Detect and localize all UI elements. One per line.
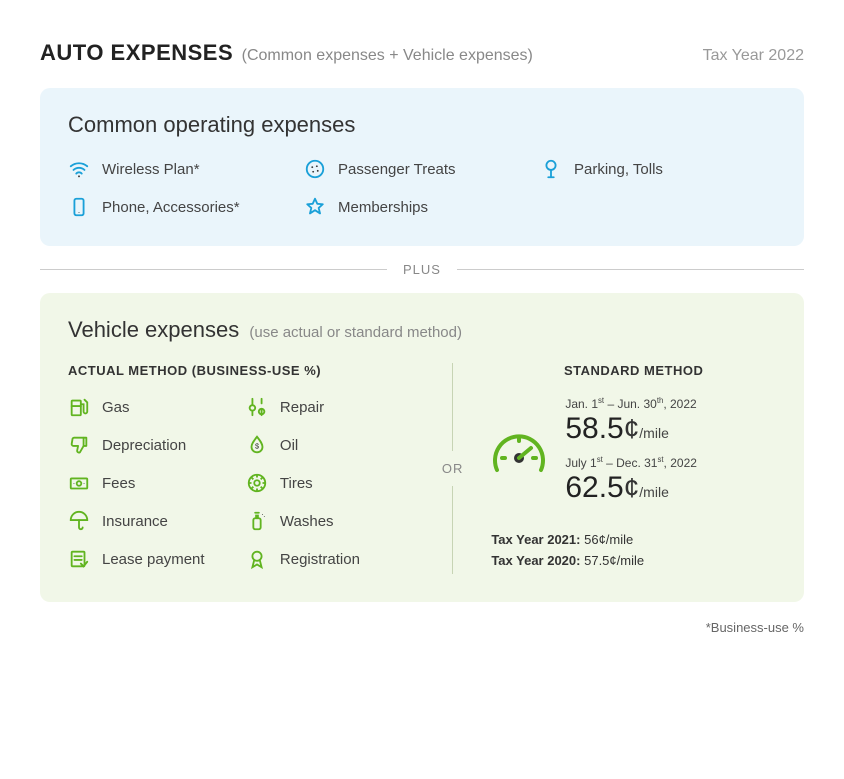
rate-unit: /mile	[639, 484, 669, 500]
standard-method-column: STANDARD METHOD Jan. 1st – Jun. 30th, 20…	[481, 363, 776, 574]
money-bill-icon	[68, 472, 90, 494]
rate-block: July 1st – Dec. 31st, 202262.5¢/mile	[565, 455, 697, 504]
tire-icon	[246, 472, 268, 494]
rate-block: Jan. 1st – Jun. 30th, 202258.5¢/mile	[565, 396, 697, 445]
actual-item: Tires	[246, 472, 424, 494]
actual-item-label: Fees	[102, 475, 135, 492]
common-item: Passenger Treats	[304, 158, 540, 180]
plus-divider: PLUS	[40, 262, 804, 277]
common-item: Memberships	[304, 196, 540, 218]
actual-item: Registration	[246, 548, 424, 570]
common-item-label: Parking, Tolls	[574, 161, 663, 178]
common-item-label: Phone, Accessories*	[102, 199, 240, 216]
page-title-group: AUTO EXPENSES (Common expenses + Vehicle…	[40, 40, 533, 66]
parking-meter-icon	[540, 158, 562, 180]
actual-item: Fees	[68, 472, 246, 494]
standard-method-header: STANDARD METHOD	[491, 363, 776, 378]
tax-year: Tax Year 2022	[703, 47, 804, 65]
gas-icon	[68, 396, 90, 418]
rates-group: Jan. 1st – Jun. 30th, 202258.5¢/mileJuly…	[565, 396, 697, 514]
actual-item-label: Repair	[280, 399, 324, 416]
rate-period: Jan. 1st – Jun. 30th, 2022	[565, 396, 697, 411]
rate-value: 62.5	[565, 471, 623, 504]
droplet-icon	[246, 434, 268, 456]
common-item: Phone, Accessories*	[68, 196, 304, 218]
rate-period: July 1st – Dec. 31st, 2022	[565, 455, 697, 470]
common-panel-title: Common operating expenses	[68, 112, 776, 138]
common-item-label: Memberships	[338, 199, 428, 216]
actual-item-label: Registration	[280, 551, 360, 568]
historical-value: 56¢/mile	[584, 532, 633, 547]
rate-line: 58.5¢/mile	[565, 413, 697, 445]
historical-label: Tax Year 2021:	[491, 532, 580, 547]
umbrella-icon	[68, 510, 90, 532]
header: AUTO EXPENSES (Common expenses + Vehicle…	[40, 40, 804, 66]
wifi-icon	[68, 158, 90, 180]
rate-value: 58.5	[565, 412, 623, 445]
lease-icon	[68, 548, 90, 570]
standard-body: Jan. 1st – Jun. 30th, 202258.5¢/mileJuly…	[491, 396, 776, 514]
actual-item: Insurance	[68, 510, 246, 532]
rate-line: 62.5¢/mile	[565, 472, 697, 504]
divider-line-left	[40, 269, 387, 270]
actual-items-grid: Gas Repair Depreciation Oil Fees Tires Insuran…	[68, 396, 424, 570]
vehicle-panel-title-main: Vehicle expenses	[68, 317, 239, 342]
actual-item: Repair	[246, 396, 424, 418]
or-divider: OR	[424, 363, 482, 574]
actual-item: Gas	[68, 396, 246, 418]
vehicle-panel-title: Vehicle expenses (use actual or standard…	[68, 317, 776, 343]
common-item: Parking, Tolls	[540, 158, 776, 180]
page-title: AUTO EXPENSES	[40, 40, 233, 65]
or-line-top	[452, 363, 453, 451]
or-text: OR	[442, 451, 464, 486]
rate-unit: /mile	[639, 425, 669, 441]
page-subtitle: (Common expenses + Vehicle expenses)	[242, 47, 533, 64]
gauge-icon	[491, 425, 547, 486]
common-items-grid: Wireless Plan* Passenger Treats Parking, T…	[68, 158, 776, 218]
actual-item: Depreciation	[68, 434, 246, 456]
divider-text: PLUS	[403, 262, 441, 277]
spray-icon	[246, 510, 268, 532]
common-expenses-panel: Common operating expenses Wireless Plan*…	[40, 88, 804, 246]
divider-line-right	[457, 269, 804, 270]
rate-cents: ¢	[624, 413, 640, 444]
wrench-icon	[246, 396, 268, 418]
vehicle-panel-title-sub: (use actual or standard method)	[249, 324, 462, 341]
actual-item: Lease payment	[68, 548, 246, 570]
or-line-bottom	[452, 486, 453, 574]
cookie-icon	[304, 158, 326, 180]
historical-label: Tax Year 2020:	[491, 553, 580, 568]
common-item: Wireless Plan*	[68, 158, 304, 180]
actual-item-label: Lease payment	[102, 551, 205, 568]
historical-rate: Tax Year 2020: 57.5¢/mile	[491, 553, 776, 568]
actual-item-label: Tires	[280, 475, 313, 492]
actual-item-label: Depreciation	[102, 437, 186, 454]
common-item-label: Passenger Treats	[338, 161, 456, 178]
ribbon-icon	[246, 548, 268, 570]
historical-rates: Tax Year 2021: 56¢/mile Tax Year 2020: 57…	[491, 532, 776, 568]
rate-cents: ¢	[624, 472, 640, 503]
historical-value: 57.5¢/mile	[584, 553, 644, 568]
vehicle-expenses-panel: Vehicle expenses (use actual or standard…	[40, 293, 804, 602]
actual-item: Oil	[246, 434, 424, 456]
actual-item-label: Oil	[280, 437, 298, 454]
thumbdown-icon	[68, 434, 90, 456]
actual-item-label: Washes	[280, 513, 334, 530]
footnote: *Business-use %	[40, 620, 804, 635]
actual-method-column: ACTUAL METHOD (BUSINESS-USE %) Gas Repair…	[68, 363, 424, 574]
historical-rate: Tax Year 2021: 56¢/mile	[491, 532, 776, 547]
star-icon	[304, 196, 326, 218]
common-item-label: Wireless Plan*	[102, 161, 200, 178]
actual-method-header: ACTUAL METHOD (BUSINESS-USE %)	[68, 363, 424, 378]
actual-item: Washes	[246, 510, 424, 532]
vehicle-body: ACTUAL METHOD (BUSINESS-USE %) Gas Repair…	[68, 363, 776, 574]
phone-icon	[68, 196, 90, 218]
actual-item-label: Insurance	[102, 513, 168, 530]
actual-item-label: Gas	[102, 399, 130, 416]
